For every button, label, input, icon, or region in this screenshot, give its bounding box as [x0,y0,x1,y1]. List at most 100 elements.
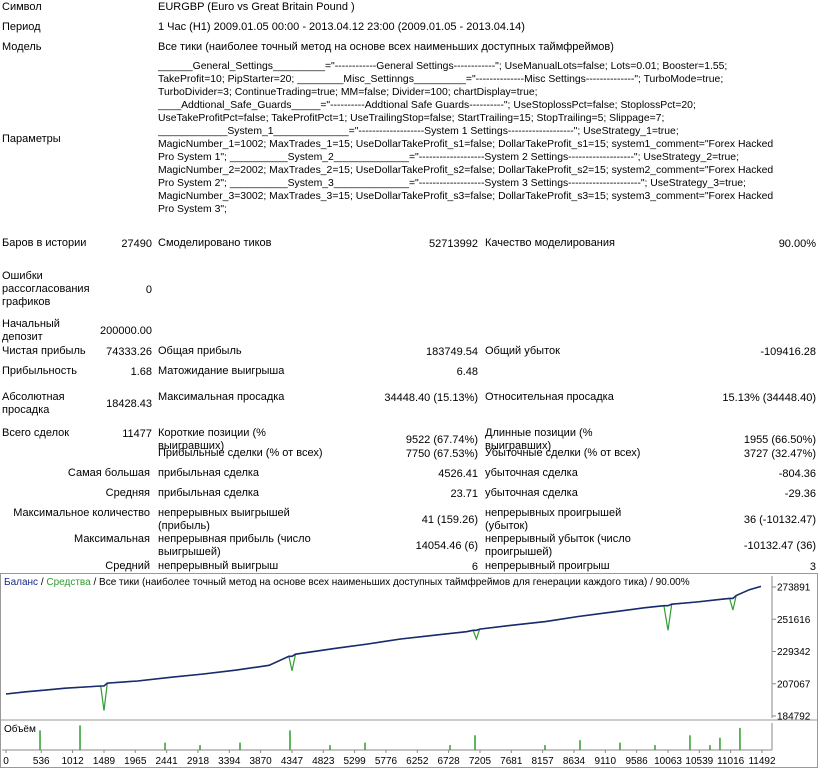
legend-entry: Средства [46,577,91,588]
stats-cell: прибыльная сделка 23.71 [158,487,478,500]
volume-bar [544,745,546,750]
stat-label: Убыточные сделки (% от всех) [485,447,641,459]
param-line: TakeProfit=10; PipStarter=20; ________Mi… [158,74,724,85]
param-line: MagicNumber_3=3002; MaxTrades_3=15; UseD… [158,191,774,202]
stat-label: Начальный депозит [2,318,60,343]
label: Модель [2,41,42,53]
stats-cell: прибыльная сделка 4526.41 [158,467,478,480]
stat-value: 36 (-10132.47) [743,514,816,526]
stat-value: 23.71 [450,487,478,500]
stat-label: Ошибки рассогласования графиков [2,270,90,308]
param-line: MagicNumber_2=2002; MaxTrades_2=15; UseD… [158,165,774,176]
volume-bar [79,725,81,750]
series-line [5,585,762,695]
stat-value: 18428.43 [106,398,152,410]
stat-label: Прибыльные сделки (% от всех) [158,447,323,459]
x-tick-label: 536 [33,756,50,767]
param-line: UseTakeProfitPct=false; TakeProfitPct=1;… [158,113,665,124]
stats-cell: непрерывных выигрышей (прибыль) 41 (159.2… [158,507,478,533]
x-tick-label: 8157 [531,756,554,767]
volume-bar [654,745,656,750]
stat-value: 74333.26 [106,345,152,358]
stats-cell: убыточная сделка -29.36 [485,487,816,500]
x-tick-label: 0 [3,756,9,767]
stats-cell: Ошибки рассогласования графиков 0 [2,270,152,309]
stats-cell: непрерывный проигрыш 3 [485,560,816,573]
x-tick-label: 1012 [61,756,84,767]
volume-bar [619,742,621,750]
stat-group-label: Максимальное количество [13,507,150,519]
x-tick-label: 4347 [281,756,304,767]
stats-cell: непрерывный выигрыш 6 [158,560,478,573]
stat-value: 15.13% (34448.40) [722,391,816,404]
x-tick-label: 1965 [124,756,147,767]
stat-label: непрерывная прибыль (число выигрышей) [158,533,311,558]
stat-value: 41 (159.26) [421,514,478,526]
stat-label: Максимальная просадка [158,391,285,403]
param-line: Pro System 2"; __________System_3_______… [158,178,746,189]
x-tick-label: 8634 [563,756,586,767]
value: 1 Час (H1) 2009.01.05 00:00 - 2013.04.12… [158,21,525,33]
stat-value: -109416.28 [760,345,816,358]
stats-cell: Начальный депозит 200000.00 [2,318,152,344]
stat-value: 1.68 [130,365,152,378]
x-tick-label: 3870 [249,756,272,767]
stats-cell: Относительная просадка 15.13% (34448.40) [485,391,816,404]
stats-cell: Абсолютная просадка 18428.43 [2,391,152,417]
stat-label: Длинные позиции (% выигравших) [485,427,593,452]
x-tick-label: 1489 [93,756,116,767]
x-tick-label: 7205 [469,756,492,767]
legend-description: Все тики (наиболее точный метод на основ… [99,576,647,588]
stat-label: Общий убыток [485,345,560,357]
volume-bar [719,737,721,750]
stat-label: Короткие позиции (% выигравших) [158,427,266,452]
legend-separator: / [41,577,44,588]
stat-label: Смоделировано тиков [158,237,272,249]
stat-value: 3727 (32.47%) [743,447,816,460]
stat-label: прибыльная сделка [158,487,260,499]
stat-value: 4526.41 [438,467,478,480]
stats-cell: Баров в истории 27490 [2,237,152,250]
stats-cell: Чистая прибыль 74333.26 [2,345,152,358]
stat-value: -804.36 [778,467,816,480]
stat-value: 34448.40 (15.13%) [384,391,478,404]
x-tick-label: 3394 [218,756,241,767]
y-tick-label: 229342 [777,647,811,658]
stats-cell: Матожидание выигрыша 6.48 [158,365,478,378]
stat-label: Чистая прибыль [2,345,86,357]
label: Параметры [2,133,61,145]
stat-value: 9522 (67.74%) [405,434,478,446]
param-line: Pro System 3"; [158,204,227,215]
x-tick-label: 11492 [748,756,776,767]
stats-cell: непрерывный убыток (число проигрышей) -10… [485,533,816,559]
stat-value: -29.36 [784,487,816,500]
stat-label: Качество моделирования [485,237,615,249]
volume-bar [689,735,691,750]
stat-label: Общая прибыль [158,345,242,357]
legend-separator: / [650,577,653,588]
stat-value: 90.00% [778,237,816,250]
stat-value: 14054.46 (6) [415,540,478,552]
value: EURGBP (Euro vs Great Britain Pound ) [158,1,355,13]
volume-bar [739,727,741,750]
param-line: TurboDivider=3; ContinueTrading=true; MM… [158,87,538,98]
stats-cell: убыточная сделка -804.36 [485,467,816,480]
param-line: ____________System_1_____________="-----… [158,126,679,137]
stat-group-label: Средняя [105,487,150,499]
stats-cell: Короткие позиции (% выигравших) 9522 (67.… [158,427,478,453]
stat-label: непрерывных выигрышей (прибыль) [158,507,290,532]
y-tick-label: 207067 [777,679,811,690]
volume-bar [474,735,476,750]
stat-group-label: Самая большая [67,467,150,479]
volume-bar [289,730,291,750]
stat-value: -10132.47 (36) [743,540,816,552]
x-tick-label: 4823 [312,756,335,767]
stats-cell: Прибыльные сделки (% от всех) 7750 (67.53… [158,447,478,460]
x-tick-label: 2918 [187,756,210,767]
label: Период [2,21,41,33]
label: Символ [2,1,42,13]
value: Все тики (наиболее точный метод на основ… [158,41,614,53]
stats-cell: Качество моделирования 90.00% [485,237,816,250]
stat-value: 6 [471,560,478,573]
